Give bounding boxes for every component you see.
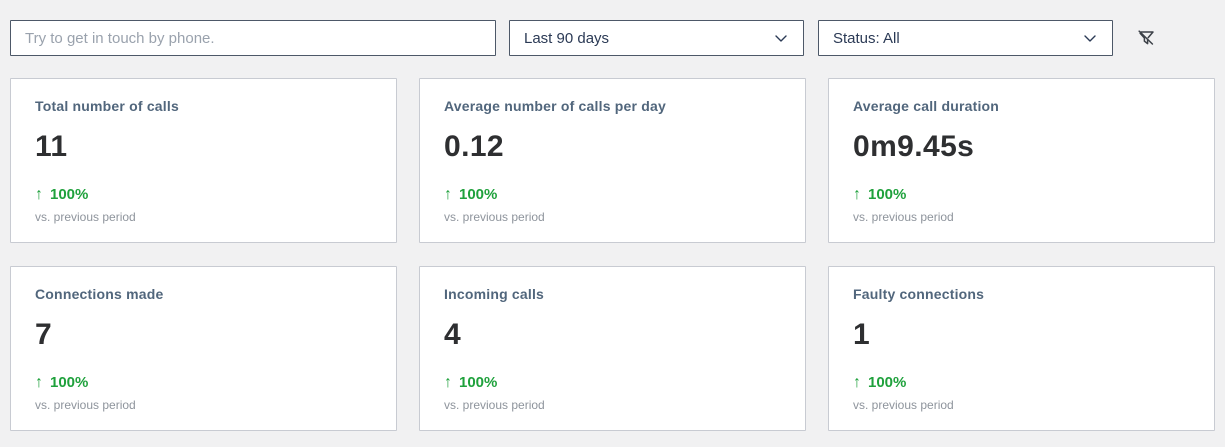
change-percent: 100% <box>459 374 498 391</box>
change-percent: 100% <box>868 374 907 391</box>
change-percent: 100% <box>50 374 89 391</box>
card-change: ↑ 100% <box>35 186 372 203</box>
card-title: Incoming calls <box>444 286 545 302</box>
card-value: 1 <box>853 318 871 351</box>
arrow-up-icon: ↑ <box>444 373 452 391</box>
stat-card-avg-call-duration: Average call duration 0m9.45s ↑ 100% vs.… <box>828 78 1215 243</box>
filter-off-icon <box>1135 27 1157 49</box>
card-title: Total number of calls <box>35 98 179 114</box>
arrow-up-icon: ↑ <box>35 185 43 203</box>
compare-label: vs. previous period <box>35 398 136 412</box>
card-change: ↑ 100% <box>853 186 1190 203</box>
date-range-dropdown[interactable]: Last 90 days <box>509 20 804 56</box>
card-change: ↑ 100% <box>444 186 781 203</box>
change-percent: 100% <box>50 186 89 203</box>
stats-grid: Total number of calls 11 ↑ 100% vs. prev… <box>10 78 1215 431</box>
arrow-up-icon: ↑ <box>853 373 861 391</box>
arrow-up-icon: ↑ <box>444 185 452 203</box>
compare-label: vs. previous period <box>853 398 954 412</box>
card-value: 4 <box>444 318 462 351</box>
chevron-down-icon <box>773 30 789 46</box>
stat-card-incoming-calls: Incoming calls 4 ↑ 100% vs. previous per… <box>419 266 806 431</box>
chevron-down-icon <box>1082 30 1098 46</box>
compare-label: vs. previous period <box>444 398 545 412</box>
change-percent: 100% <box>459 186 498 203</box>
card-title: Average call duration <box>853 98 1000 114</box>
card-change: ↑ 100% <box>444 374 781 391</box>
card-title: Faulty connections <box>853 286 985 302</box>
date-range-value: Last 90 days <box>524 29 610 47</box>
card-value: 0m9.45s <box>853 130 975 163</box>
compare-label: vs. previous period <box>853 210 954 224</box>
compare-label: vs. previous period <box>444 210 545 224</box>
card-change: ↑ 100% <box>35 374 372 391</box>
arrow-up-icon: ↑ <box>35 373 43 391</box>
compare-label: vs. previous period <box>35 210 136 224</box>
card-title: Average number of calls per day <box>444 98 666 114</box>
stat-card-avg-calls-per-day: Average number of calls per day 0.12 ↑ 1… <box>419 78 806 243</box>
arrow-up-icon: ↑ <box>853 185 861 203</box>
status-dropdown[interactable]: Status: All <box>818 20 1113 56</box>
card-value: 7 <box>35 318 53 351</box>
change-percent: 100% <box>868 186 907 203</box>
card-value: 0.12 <box>444 130 504 163</box>
status-value: Status: All <box>833 29 900 47</box>
search-input[interactable] <box>10 20 496 56</box>
filter-toolbar: Last 90 days Status: All <box>0 0 1225 56</box>
card-value: 11 <box>35 130 68 163</box>
stat-card-total-calls: Total number of calls 11 ↑ 100% vs. prev… <box>10 78 397 243</box>
clear-filter-button[interactable] <box>1130 22 1162 54</box>
card-title: Connections made <box>35 286 164 302</box>
stat-card-faulty-connections: Faulty connections 1 ↑ 100% vs. previous… <box>828 266 1215 431</box>
stat-card-connections-made: Connections made 7 ↑ 100% vs. previous p… <box>10 266 397 431</box>
card-change: ↑ 100% <box>853 374 1190 391</box>
